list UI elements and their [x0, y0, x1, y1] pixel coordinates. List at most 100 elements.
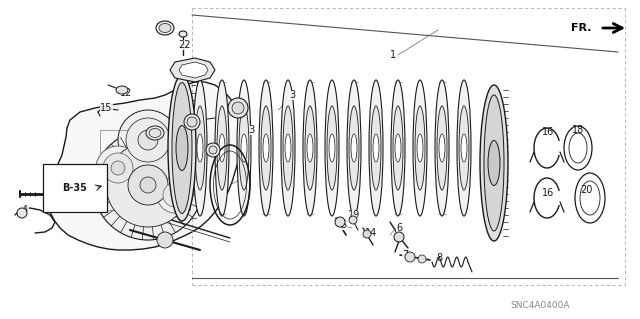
Ellipse shape [159, 24, 171, 33]
Ellipse shape [261, 106, 271, 190]
Text: 12: 12 [120, 88, 132, 98]
Ellipse shape [239, 106, 249, 190]
Ellipse shape [307, 134, 313, 162]
Ellipse shape [437, 106, 447, 190]
Ellipse shape [461, 134, 467, 162]
Ellipse shape [237, 80, 251, 216]
Text: 14: 14 [365, 228, 377, 238]
Ellipse shape [305, 106, 315, 190]
Ellipse shape [219, 134, 225, 162]
Text: 13: 13 [244, 125, 256, 135]
Text: 18: 18 [572, 125, 584, 135]
Circle shape [163, 183, 187, 207]
Ellipse shape [193, 80, 207, 216]
Circle shape [228, 98, 248, 118]
Ellipse shape [347, 80, 361, 216]
Ellipse shape [391, 80, 405, 216]
Ellipse shape [327, 106, 337, 190]
Circle shape [405, 252, 415, 262]
Ellipse shape [415, 106, 425, 190]
Circle shape [111, 161, 125, 175]
Circle shape [206, 143, 220, 157]
Ellipse shape [457, 80, 471, 216]
Ellipse shape [373, 134, 379, 162]
Polygon shape [170, 58, 215, 82]
Text: 21: 21 [208, 143, 220, 153]
Ellipse shape [435, 80, 449, 216]
Text: 11: 11 [148, 130, 160, 140]
Ellipse shape [168, 75, 196, 221]
Ellipse shape [172, 83, 192, 213]
Text: 19: 19 [348, 210, 360, 220]
Text: 20: 20 [580, 185, 593, 195]
Ellipse shape [484, 95, 504, 231]
Ellipse shape [303, 80, 317, 216]
Circle shape [232, 102, 244, 114]
Circle shape [118, 110, 178, 170]
Ellipse shape [349, 106, 359, 190]
Circle shape [140, 177, 156, 193]
Circle shape [96, 146, 140, 190]
Text: B-35: B-35 [63, 183, 88, 193]
Circle shape [138, 130, 158, 150]
Text: 3: 3 [289, 90, 295, 100]
Ellipse shape [413, 80, 427, 216]
Circle shape [363, 230, 371, 238]
Text: FR.: FR. [572, 23, 592, 33]
Circle shape [157, 232, 173, 248]
Ellipse shape [179, 31, 187, 37]
Circle shape [126, 118, 170, 162]
Ellipse shape [259, 80, 273, 216]
Ellipse shape [329, 134, 335, 162]
Circle shape [349, 216, 357, 224]
Ellipse shape [116, 86, 128, 94]
Ellipse shape [369, 80, 383, 216]
Ellipse shape [285, 134, 291, 162]
Circle shape [106, 143, 190, 227]
Ellipse shape [197, 134, 203, 162]
Text: 2: 2 [242, 170, 248, 180]
Text: 17: 17 [185, 115, 197, 125]
Text: 15: 15 [100, 103, 113, 113]
Text: 22: 22 [178, 40, 191, 50]
Polygon shape [179, 62, 208, 78]
Ellipse shape [395, 134, 401, 162]
Ellipse shape [281, 80, 295, 216]
Text: 10: 10 [156, 23, 168, 33]
Ellipse shape [371, 106, 381, 190]
Text: 1: 1 [390, 50, 396, 60]
Ellipse shape [417, 134, 423, 162]
Circle shape [418, 255, 426, 263]
Ellipse shape [439, 134, 445, 162]
Ellipse shape [393, 106, 403, 190]
Circle shape [184, 114, 200, 130]
Ellipse shape [325, 80, 339, 216]
Circle shape [103, 153, 133, 183]
Circle shape [157, 177, 193, 213]
Ellipse shape [241, 134, 247, 162]
Text: 4: 4 [22, 205, 28, 215]
Ellipse shape [480, 85, 508, 241]
Circle shape [187, 117, 197, 127]
Text: 9: 9 [182, 70, 188, 80]
Text: 5: 5 [340, 220, 346, 230]
Ellipse shape [217, 106, 227, 190]
Text: SNC4A0400A: SNC4A0400A [510, 300, 570, 309]
Text: 16: 16 [542, 127, 554, 137]
Circle shape [394, 232, 404, 242]
Text: 6: 6 [396, 223, 402, 233]
Circle shape [335, 217, 345, 227]
Ellipse shape [176, 125, 188, 170]
Ellipse shape [195, 106, 205, 190]
Text: 16: 16 [542, 188, 554, 198]
Circle shape [209, 146, 217, 154]
Text: 8: 8 [436, 253, 442, 263]
Circle shape [17, 208, 27, 218]
Ellipse shape [263, 134, 269, 162]
Ellipse shape [146, 126, 164, 140]
Ellipse shape [283, 106, 293, 190]
Ellipse shape [149, 129, 161, 137]
Circle shape [93, 130, 203, 240]
Text: 7: 7 [402, 250, 408, 260]
Polygon shape [48, 82, 242, 250]
